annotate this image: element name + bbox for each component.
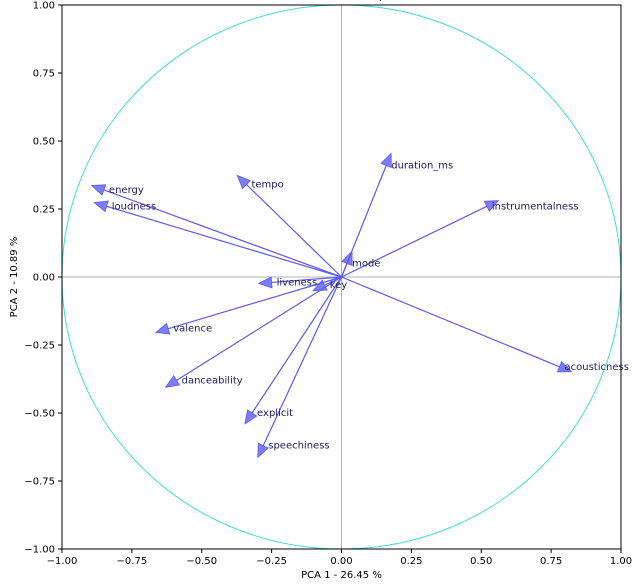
arrow-liveness [257,276,342,289]
arrow-loudness [93,200,342,278]
arrow-shaft [262,276,343,446]
feature-label-key: key [330,280,348,291]
arrow-shaft [176,276,342,381]
y-tick-label: 1.00 [33,1,55,12]
feature-label-liveness: liveness [277,277,318,288]
y-tick-label: −0.75 [24,477,55,488]
arrow-head [236,174,252,190]
y-tick-label: 0.00 [33,273,55,284]
arrow-shaft [341,276,560,368]
x-tick-label: 0.00 [330,556,352,567]
x-tick-label: 0.50 [470,556,492,567]
arrow-energy [90,184,342,278]
arrow-head [244,409,258,425]
clipped-title-fragment: p [379,0,385,2]
x-tick-label: −1.00 [47,556,78,567]
y-tick-label: 0.25 [33,205,55,216]
arrow-shaft [106,205,342,278]
arrow-speechiness [257,276,343,459]
feature-label-tempo: tempo [251,180,283,191]
axes: −1.00 −0.75 −0.50 −0.25 0.00 0.25 0.50 0.75 1.00… [24,1,632,568]
arrow-head [257,276,273,289]
y-tick-label: 0.75 [33,69,55,80]
arrow-shaft [168,276,342,330]
y-tick-label: −1.00 [24,545,55,556]
y-tick-label: −0.25 [24,341,55,352]
arrow-tempo [236,174,342,278]
arrow-head [154,322,171,335]
y-axis-label: PCA 2 - 10.89 % [9,237,20,318]
x-axis-label: PCA 1 - 26.45 % [301,570,382,581]
feature-label-loudness: loudness [112,201,157,212]
label-layer: energy loudness tempo duration_ms instrument… [109,160,629,451]
feature-label-energy: energy [109,185,144,196]
feature-label-mode: mode [352,258,380,269]
feature-label-danceability: danceability [182,375,243,386]
feature-label-duration-ms: duration_ms [391,160,453,171]
arrow-acousticness [341,276,573,373]
arrow-shaft [340,263,348,278]
arrow-shaft [246,184,342,278]
arrow-head [483,200,500,212]
arrow-head [556,360,573,373]
y-tick-label: 0.50 [33,137,55,148]
arrow-mode [340,250,353,278]
x-tick-label: 0.75 [540,556,562,567]
x-tick-label: 1.00 [610,556,632,567]
arrow-head [341,250,353,267]
x-tick-label: 0.25 [400,556,422,567]
feature-label-speechiness: speechiness [268,441,329,452]
arrow-instrumentalness [341,200,500,278]
y-tick-label: −0.50 [24,409,55,420]
feature-label-valence: valence [173,324,212,335]
x-tick-label: −0.25 [256,556,287,567]
arrow-head [93,200,109,213]
arrow-head [380,152,392,169]
x-tick-label: −0.50 [186,556,217,567]
feature-label-explicit: explicit [257,408,293,419]
arrow-head [164,374,181,388]
arrow-valence [154,276,342,335]
arrow-shaft [103,189,342,278]
feature-label-instrumentalness: instrumentalness [492,201,579,212]
arrow-shaft [341,205,488,278]
arrow-shaft [271,276,342,284]
feature-label-acousticness: acousticness [565,362,629,373]
arrow-head [90,184,107,196]
x-tick-label: −0.75 [117,556,148,567]
arrow-head [257,442,269,459]
arrow-layer [90,152,573,459]
arrow-explicit [244,276,343,425]
arrow-danceability [164,276,342,388]
arrow-shaft [251,276,343,414]
